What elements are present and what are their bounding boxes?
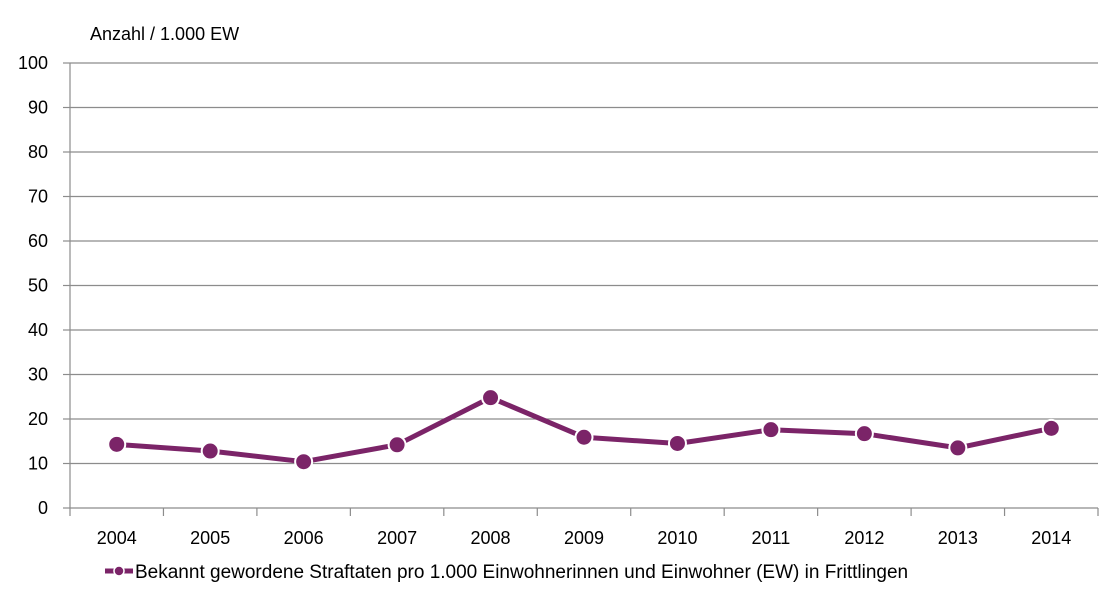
x-tick-label: 2013 bbox=[938, 528, 978, 548]
y-tick-label: 30 bbox=[28, 365, 48, 385]
y-tick-label: 20 bbox=[28, 409, 48, 429]
y-tick-label: 40 bbox=[28, 320, 48, 340]
y-tick-label: 0 bbox=[38, 498, 48, 518]
x-axis bbox=[69, 63, 1098, 509]
data-point-2009 bbox=[574, 427, 594, 447]
legend-dot-marker bbox=[113, 565, 125, 577]
y-tick-label: 50 bbox=[28, 276, 48, 296]
series-group bbox=[107, 388, 1061, 472]
x-tick-label: 2009 bbox=[564, 528, 604, 548]
x-tick-label: 2014 bbox=[1031, 528, 1071, 548]
y-tick-label: 70 bbox=[28, 187, 48, 207]
y-tick-label: 60 bbox=[28, 231, 48, 251]
y-axis-ticks: 0 10 20 30 40 50 60 70 80 90 100 bbox=[18, 53, 70, 518]
y-axis-title: Anzahl / 1.000 EW bbox=[90, 24, 239, 44]
x-tick-label: 2010 bbox=[657, 528, 697, 548]
gridlines bbox=[70, 62, 1098, 465]
y-tick-label: 80 bbox=[28, 142, 48, 162]
y-tick-label: 100 bbox=[18, 53, 48, 73]
x-tick-label: 2005 bbox=[190, 528, 230, 548]
x-tick-label: 2004 bbox=[97, 528, 137, 548]
y-tick-label: 90 bbox=[28, 98, 48, 118]
x-axis-ticks: 2004 2005 2006 2007 2008 2009 2010 2011 2012 2013… bbox=[69, 508, 1099, 548]
x-tick-label: 2012 bbox=[844, 528, 884, 548]
legend: Bekannt gewordene Straftaten pro 1.000 E… bbox=[105, 562, 908, 583]
data-point-2014 bbox=[1041, 418, 1061, 438]
x-tick-label: 2008 bbox=[471, 528, 511, 548]
y-tick-label: 10 bbox=[28, 454, 48, 474]
data-point-2011 bbox=[761, 420, 781, 440]
data-point-2004 bbox=[107, 434, 127, 454]
data-point-2005 bbox=[200, 441, 220, 461]
x-tick-label: 2011 bbox=[752, 528, 791, 548]
data-point-2006 bbox=[294, 452, 314, 472]
data-point-2013 bbox=[948, 438, 968, 458]
data-point-2008 bbox=[481, 388, 501, 408]
legend-label: Bekannt gewordene Straftaten pro 1.000 E… bbox=[135, 562, 908, 583]
data-point-2007 bbox=[387, 435, 407, 455]
data-point-2012 bbox=[854, 424, 874, 444]
x-tick-label: 2006 bbox=[284, 528, 324, 548]
x-tick-label: 2007 bbox=[377, 528, 417, 548]
data-point-2010 bbox=[667, 433, 687, 453]
